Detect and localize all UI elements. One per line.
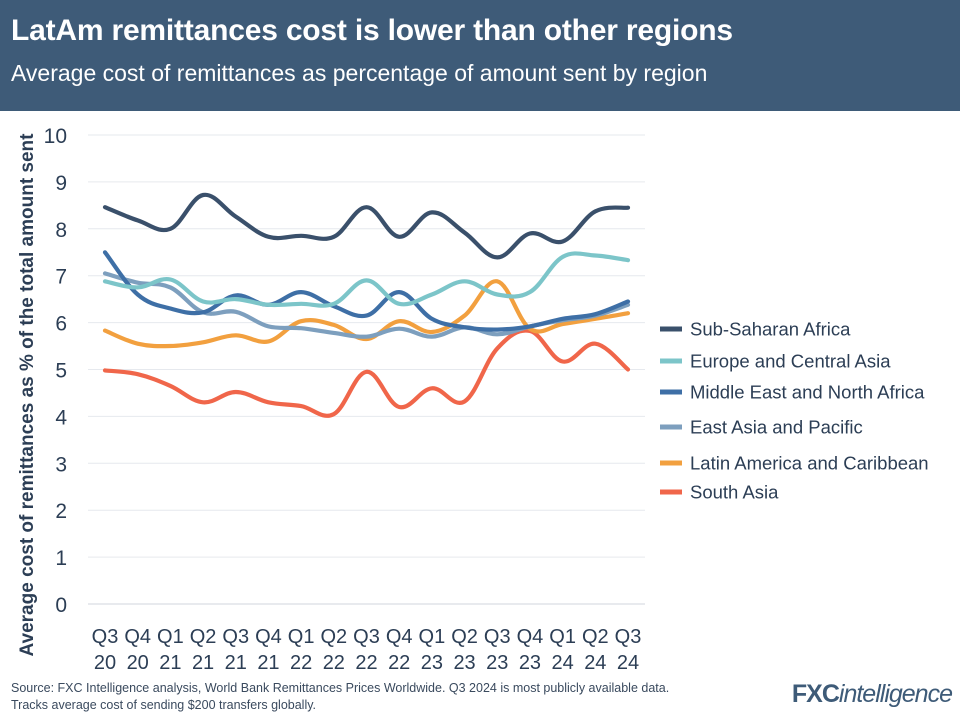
- y-axis-label: Average cost of remittances as % of the …: [17, 133, 38, 657]
- x-tick-quarter: Q3: [615, 626, 642, 648]
- x-tick-quarter: Q2: [320, 626, 347, 648]
- source-note: Source: FXC Intelligence analysis, World…: [11, 680, 761, 714]
- series-lines: [102, 192, 631, 418]
- x-tick-quarter: Q3: [92, 626, 119, 648]
- y-tick-label: 1: [55, 547, 67, 570]
- x-tick-year: 23: [421, 652, 443, 674]
- x-tick-year: 24: [552, 652, 574, 674]
- x-tick-quarter: Q3: [484, 626, 511, 648]
- x-tick-quarter: Q4: [517, 626, 544, 648]
- y-tick-label: 2: [55, 500, 67, 523]
- x-tick-year: 20: [127, 652, 149, 674]
- page-subtitle: Average cost of remittances as percentag…: [11, 60, 708, 86]
- y-tick-label: 8: [55, 219, 67, 242]
- x-tick-year: 24: [584, 652, 606, 674]
- gridlines: [88, 134, 645, 605]
- series-line-sub-saharan-africa: [102, 192, 631, 260]
- x-tick-quarter: Q1: [288, 626, 315, 648]
- x-tick-quarter: Q1: [549, 626, 576, 648]
- legend: Sub-Saharan Africa Europe and Central Asi…: [660, 319, 929, 503]
- legend-label: Middle East and North Africa: [690, 382, 925, 403]
- legend-label: South Asia: [690, 482, 779, 503]
- y-tick-label: 0: [55, 594, 67, 617]
- y-tick-label: 4: [55, 406, 67, 429]
- x-tick-year: 20: [94, 652, 116, 674]
- x-axis-ticks: Q3 20 Q4 20 Q1 21 Q2 21 Q3 21 Q4 21 Q1 22 Q2 22 Q3 22 Q4 22…: [92, 626, 642, 674]
- x-tick-quarter: Q4: [124, 626, 151, 648]
- legend-label: Sub-Saharan Africa: [690, 319, 851, 340]
- page-title: LatAm remittances cost is lower than oth…: [11, 14, 733, 47]
- y-tick-label: 7: [55, 266, 67, 289]
- y-tick-label: 5: [55, 360, 67, 383]
- x-tick-quarter: Q3: [222, 626, 249, 648]
- x-tick-quarter: Q4: [255, 626, 282, 648]
- series-line-south-asia: [102, 328, 631, 418]
- x-tick-year: 22: [388, 652, 410, 674]
- x-tick-year: 24: [617, 652, 639, 674]
- y-tick-label: 10: [44, 125, 67, 148]
- x-tick-year: 23: [453, 652, 475, 674]
- x-tick-year: 23: [486, 652, 508, 674]
- x-tick-year: 21: [192, 652, 214, 674]
- x-tick-quarter: Q4: [386, 626, 413, 648]
- x-tick-quarter: Q1: [419, 626, 446, 648]
- x-tick-year: 23: [519, 652, 541, 674]
- header-banner: LatAm remittances cost is lower than oth…: [0, 0, 960, 111]
- legend-label: East Asia and Pacific: [690, 417, 863, 438]
- x-tick-year: 22: [323, 652, 345, 674]
- legend-label: Latin America and Caribbean: [690, 453, 929, 474]
- legend-label: Europe and Central Asia: [690, 351, 891, 372]
- series-line-latin-america-and-caribbean: [102, 279, 631, 349]
- y-tick-label: 3: [55, 453, 67, 476]
- x-tick-year: 22: [355, 652, 377, 674]
- x-tick-quarter: Q2: [451, 626, 478, 648]
- logo-part-2: intelligence: [838, 680, 953, 708]
- x-tick-quarter: Q3: [353, 626, 380, 648]
- series-line-middle-east-and-north-africa: [102, 250, 631, 332]
- series-line-europe-and-central-asia: [102, 251, 631, 308]
- x-tick-year: 21: [159, 652, 181, 674]
- y-tick-label: 9: [55, 172, 67, 195]
- source-line-1: Source: FXC Intelligence analysis, World…: [11, 681, 670, 695]
- x-tick-year: 22: [290, 652, 312, 674]
- x-tick-year: 21: [257, 652, 279, 674]
- source-line-2: Tracks average cost of sending $200 tran…: [11, 698, 317, 712]
- x-tick-quarter: Q2: [582, 626, 609, 648]
- x-tick-quarter: Q1: [157, 626, 184, 648]
- y-tick-label: 6: [55, 313, 67, 336]
- fxc-intelligence-logo: FXCintelligence: [791, 680, 953, 709]
- y-axis-ticks: 0 1 2 3 4 5 6 7 8 9 10: [44, 125, 68, 617]
- logo-part-1: FXC: [791, 680, 840, 708]
- x-tick-year: 21: [225, 652, 247, 674]
- x-tick-quarter: Q2: [190, 626, 217, 648]
